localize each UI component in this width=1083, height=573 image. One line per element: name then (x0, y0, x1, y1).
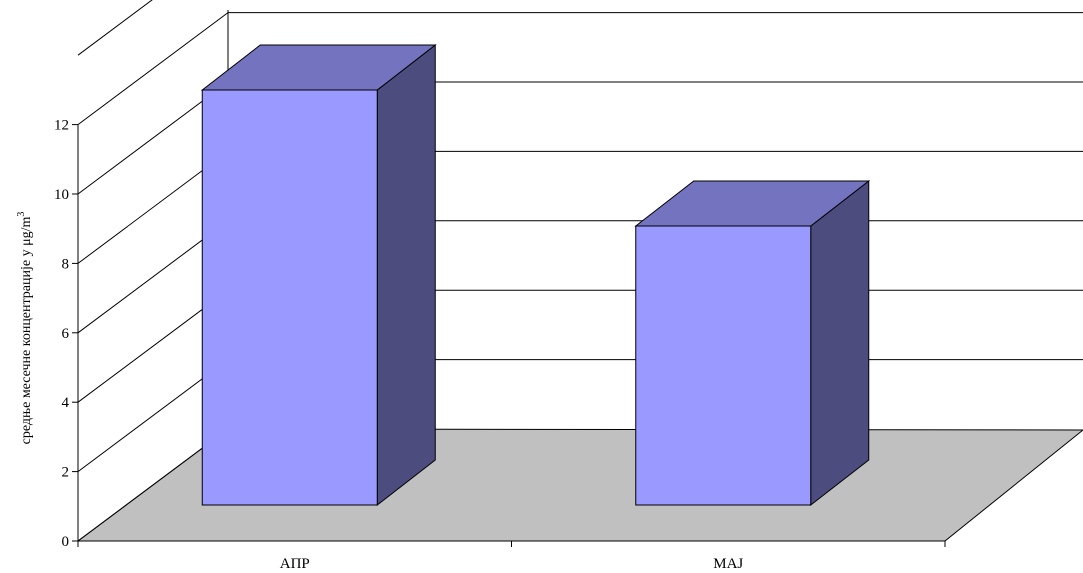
y-axis-label: средње месечне концентрације у μg/m3 (16, 212, 34, 445)
bar-front (201, 89, 378, 506)
y-tick-label: 8 (62, 256, 70, 272)
bar-side (810, 179, 870, 507)
labels-layer: 0 2 4 6 8 10 12 АПР МАЈ (54, 118, 743, 572)
y-tick-label: 12 (54, 118, 69, 134)
axis-layer (72, 124, 946, 547)
gridline-diagonal (77, 0, 153, 56)
bar-side (376, 43, 436, 507)
y-tick-label: 6 (62, 326, 70, 342)
bars-layer (200, 43, 871, 507)
y-axis-label-superscript: 3 (16, 212, 27, 217)
y-tick-label: 10 (54, 187, 69, 203)
x-tick-label: МАЈ (713, 556, 743, 572)
y-tick-label: 2 (62, 465, 70, 481)
x-tick-label: АПР (280, 556, 310, 572)
y-tick-label: 0 (62, 534, 70, 550)
bar-front (635, 225, 812, 506)
y-tick-label: 4 (62, 395, 70, 411)
gridline-diagonal (77, 12, 229, 126)
